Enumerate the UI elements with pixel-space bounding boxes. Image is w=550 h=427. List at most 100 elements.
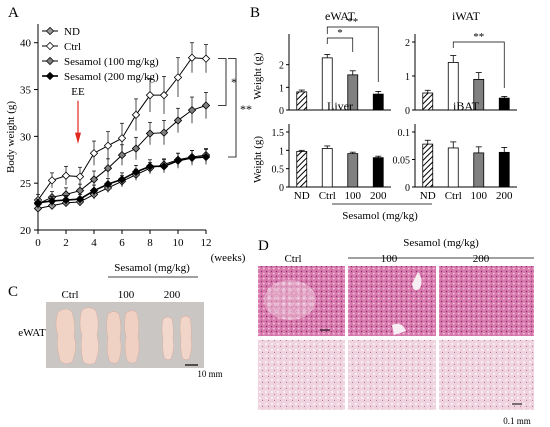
x-axis-label: (weeks): [211, 252, 246, 264]
y-tick-label: 30: [20, 131, 32, 143]
y-tick-label: 35: [20, 85, 32, 97]
legend: ND Ctrl Sesamol (100 mg/kg) Sesamol (200 mg…: [42, 26, 159, 83]
bar-chart-ibat: iBAT 0 0.05 0.1 ND Ctrl 100 200: [393, 99, 517, 202]
sig-bracket-100: [326, 37, 354, 52]
sig-bracket-100: [218, 58, 227, 106]
sig-bracket-200: [326, 26, 379, 82]
data-point: [61, 195, 71, 205]
legend-label: Sesamol (200 mg/kg): [64, 71, 159, 83]
bar-y-tick-label: 0: [279, 183, 284, 194]
bar-y-tick-label: 0: [279, 106, 284, 117]
data-point: [117, 134, 127, 143]
data-point: [89, 175, 99, 184]
x-tick-label: 4: [91, 237, 97, 249]
bar-y-tick-label: 0: [405, 106, 410, 117]
data-point: [173, 73, 183, 82]
sig-label-200: **: [240, 102, 252, 116]
sig-label: **: [473, 31, 484, 43]
data-point: [103, 141, 113, 150]
bar-y-tick-label: 1.5: [272, 128, 285, 139]
y-axis-label: Body weight (g): [5, 101, 17, 173]
bar-y-tick-label: 0.05: [393, 156, 411, 167]
bar-category-label: ND: [294, 190, 310, 202]
data-point: [75, 172, 85, 181]
data-point: [173, 156, 183, 165]
data-point: [173, 116, 183, 125]
photo-row-label: eWAT: [18, 327, 46, 339]
photo-group-label: Sesamol (mg/kg): [114, 262, 190, 274]
bar-category-label: 200: [370, 190, 387, 202]
body-weight-line-chart: 20 25 30 35 40 0 2 4 6 8 10 12 (weeks) Body weight (g…: [5, 24, 252, 264]
bar-y-tick-label: 2: [405, 38, 410, 49]
data-point: [33, 198, 43, 208]
histology-column-ctrl: Ctrl: [284, 253, 301, 265]
data-point: [187, 53, 197, 62]
bar-category-label: 200: [496, 190, 513, 202]
bar-y-tick-label: 0: [405, 183, 410, 194]
data-point: [117, 150, 127, 160]
data-point: [159, 128, 169, 137]
histology-row-liver: [258, 340, 534, 410]
data-point: [131, 110, 141, 119]
bar-group-label: Sesamol (mg/kg): [342, 210, 418, 222]
histology-column-200: 200: [473, 253, 490, 265]
bar-y-axis-label: Weight (g): [252, 136, 264, 183]
panel-label-b: B: [250, 5, 260, 21]
data-point: [61, 171, 71, 180]
sig-bracket-200: [452, 41, 505, 88]
bar-chart-title: iWAT: [452, 9, 481, 23]
legend-marker: [45, 71, 55, 81]
sig-bracket-200: [228, 58, 237, 158]
data-point: [159, 162, 169, 171]
sig-label-100: *: [231, 75, 237, 89]
data-point: [103, 164, 113, 173]
bar-y-axis-label: Weight (g): [252, 52, 264, 99]
bar-chart-title: eWAT: [325, 9, 356, 23]
x-tick-label: 2: [63, 237, 69, 249]
data-point: [201, 152, 211, 162]
histology-column-100: 100: [381, 253, 398, 265]
data-point: [145, 90, 155, 100]
bar-chart-liver: Liver 0 0.5 1 1.5 Weight (g) ND Ctrl 100 200: [252, 99, 391, 202]
y-tick-label: 20: [20, 225, 32, 237]
x-tick-label: 10: [173, 237, 185, 249]
data-point: [33, 204, 43, 213]
bar-category-label: ND: [420, 190, 436, 202]
data-point: [145, 129, 155, 138]
data-point: [131, 167, 141, 177]
bar-category-label: Ctrl: [445, 190, 462, 202]
data-point: [47, 176, 57, 185]
panel-label-d: D: [258, 238, 269, 254]
photo-column-100: 100: [118, 289, 135, 301]
fat-pad-specimens: [55, 307, 192, 365]
legend-marker: [45, 56, 55, 66]
data-point: [159, 90, 169, 100]
histology-scale-label: 0.1 mm: [503, 416, 531, 426]
x-tick-label: 12: [201, 237, 212, 249]
panel-label-c: C: [8, 284, 18, 300]
bar-chart-title: Liver: [327, 99, 353, 113]
bar-chart-iwat: iWAT 0 1 2 **: [405, 9, 517, 117]
bar-category-label: 100: [471, 190, 488, 202]
legend-marker: [45, 41, 55, 51]
data-point: [75, 194, 85, 204]
sig-label: *: [337, 27, 343, 39]
data-point: [187, 153, 197, 163]
series-sesamol-200-mg-kg-: [33, 149, 211, 208]
photo-column-200: 200: [164, 289, 181, 301]
panel-label-a: A: [8, 5, 19, 21]
y-tick-label: 25: [20, 178, 32, 190]
data-point: [131, 144, 141, 153]
histology-group-label: Sesamol (mg/kg): [403, 237, 479, 249]
y-tick-label: 40: [20, 38, 32, 50]
bar-y-tick-label: 0.1: [398, 128, 411, 139]
bar-y-tick-label: 1: [279, 146, 284, 157]
x-tick-label: 0: [35, 237, 41, 249]
bar-category-label: 100: [345, 190, 362, 202]
x-tick-label: 6: [119, 237, 125, 249]
photo-scale-label: 10 mm: [197, 369, 222, 379]
bar-y-tick-label: 1: [405, 72, 410, 83]
